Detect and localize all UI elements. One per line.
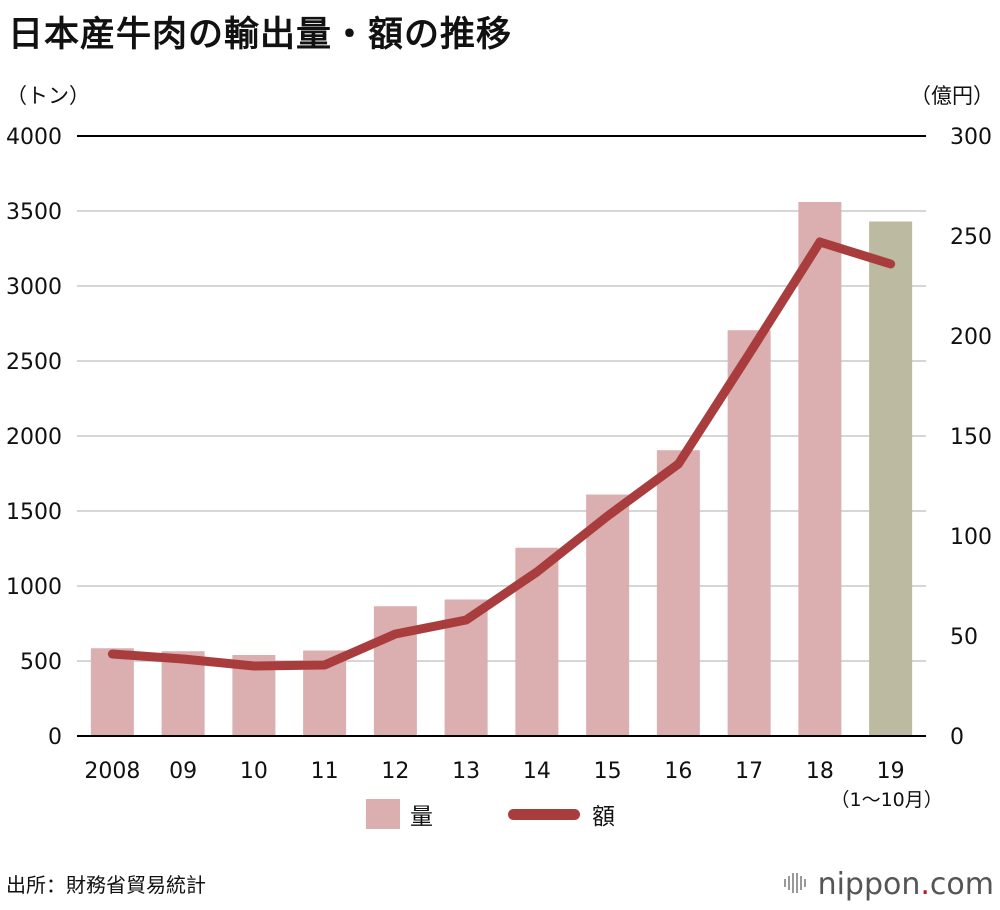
- y-right-tick-label: 300: [950, 125, 992, 150]
- value-line: [107, 237, 896, 671]
- y-left-tick-label: 2000: [6, 425, 62, 450]
- y-left-tick-label: 3500: [6, 200, 62, 225]
- bar: [90, 648, 134, 736]
- bar: [798, 202, 842, 736]
- x-tick-label: 12: [381, 759, 409, 784]
- x-tick-label: 15: [594, 759, 622, 784]
- x-tick-label: 17: [735, 759, 763, 784]
- x-tick-label: 10: [240, 759, 268, 784]
- legend-bar-label: 量: [410, 804, 433, 830]
- bar: [586, 494, 630, 736]
- bar: [869, 221, 913, 736]
- y-right-tick-label: 200: [950, 325, 992, 350]
- y-left-tick-label: 4000: [6, 125, 62, 150]
- x-tick-label: 19: [877, 759, 905, 784]
- y-right-tick-label: 150: [950, 425, 992, 450]
- legend-item-volume: 量: [366, 796, 433, 832]
- y-left-tick-label: 3000: [6, 275, 62, 300]
- x-tick-label: 11: [311, 759, 339, 784]
- brand-logo: nippon. com: [783, 867, 994, 902]
- legend-line-label: 額: [592, 804, 615, 830]
- legend-item-value: 額: [508, 796, 615, 832]
- y-right-tick-label: 250: [950, 225, 992, 250]
- chart-title: 日本産牛肉の輸出量・額の推移: [8, 15, 513, 55]
- y-left-tick-label: 500: [20, 650, 62, 675]
- bar: [161, 651, 205, 736]
- brand-dot: .: [920, 867, 930, 902]
- bar: [656, 450, 700, 736]
- y-right-tick-label: 50: [950, 625, 978, 650]
- x-tick-label: 14: [523, 759, 551, 784]
- x-tick-label: 09: [169, 759, 197, 784]
- x-tick-label: 18: [806, 759, 834, 784]
- x-tick-label: 2008: [84, 759, 140, 784]
- y-left-tick-label: 2500: [6, 350, 62, 375]
- y-left-tick-label: 0: [48, 725, 62, 750]
- legend-line-swatch: [508, 808, 580, 820]
- y-left-tick-label: 1500: [6, 500, 62, 525]
- bar: [373, 606, 417, 736]
- y-right-tick-label: 0: [950, 725, 964, 750]
- legend-bar-swatch: [366, 799, 400, 829]
- x-tick-note: （1〜10月）: [830, 789, 942, 811]
- x-tick-label: 16: [664, 759, 692, 784]
- x-tick-label: 13: [452, 759, 480, 784]
- brand-tld: com: [929, 867, 994, 902]
- y-right-tick-label: 100: [950, 525, 992, 550]
- bar: [727, 330, 771, 736]
- right-axis-unit: （億円）: [910, 84, 994, 108]
- source-note: 出所：財務省貿易統計: [6, 873, 206, 897]
- nippon-logo-icon: [783, 867, 810, 902]
- left-axis-unit: （トン）: [6, 84, 90, 108]
- y-left-tick-label: 1000: [6, 575, 62, 600]
- brand-name: nippon: [817, 867, 921, 902]
